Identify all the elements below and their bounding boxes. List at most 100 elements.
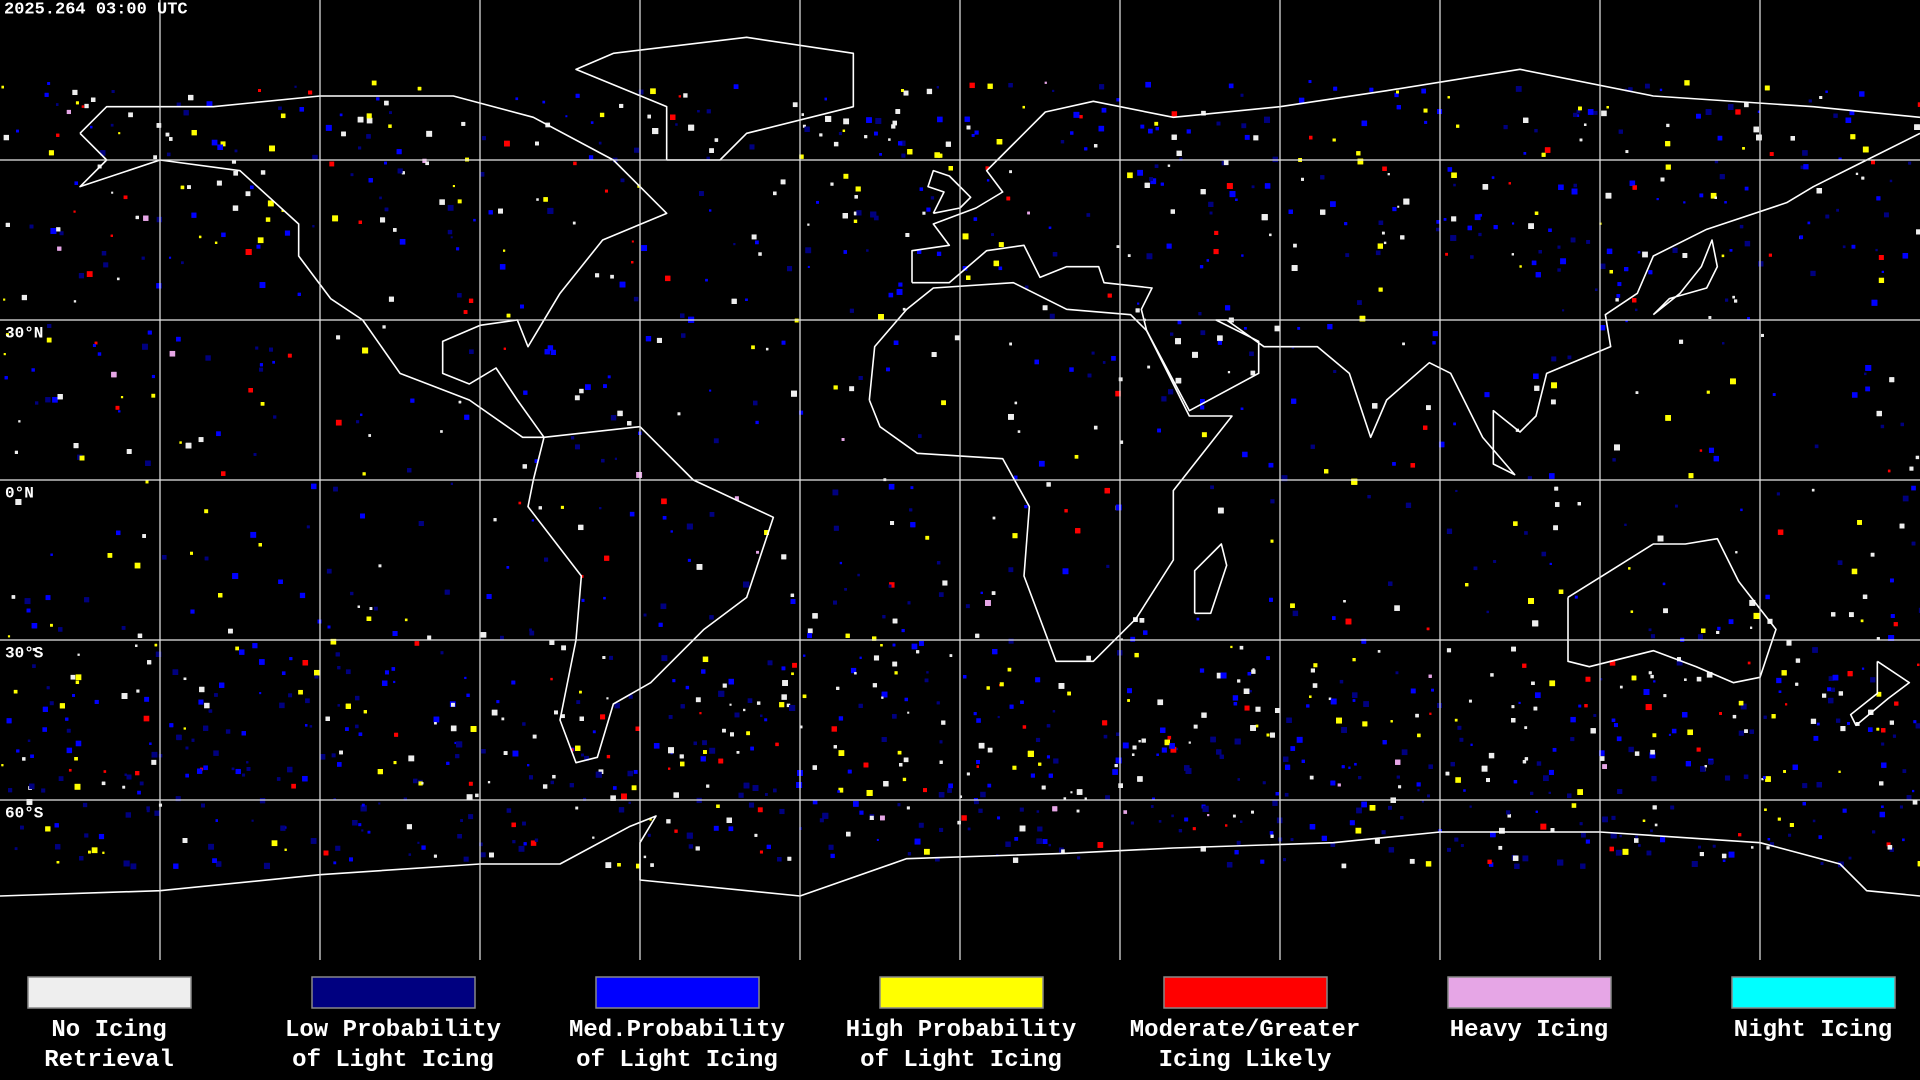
icing-pixel [1576, 109, 1581, 114]
icing-pixel [1650, 749, 1655, 755]
icing-pixel [1309, 775, 1314, 780]
icing-pixel [258, 367, 264, 372]
icing-pixel [1426, 405, 1431, 411]
icing-pixel [1894, 701, 1899, 706]
icing-pixel [980, 791, 986, 798]
icing-pixel [1635, 308, 1638, 312]
icing-pixel [1200, 330, 1206, 336]
icing-pixel [1613, 723, 1618, 728]
icing-pixel [1616, 736, 1622, 742]
icing-pixel [750, 746, 754, 751]
icing-pixel [198, 699, 204, 705]
icing-pixel [866, 249, 869, 252]
icing-pixel [1328, 697, 1332, 701]
icing-pixel [1093, 425, 1098, 430]
icing-pixel [1541, 551, 1547, 557]
icing-pixel [1327, 324, 1333, 330]
icing-pixel [1549, 473, 1555, 479]
icing-pixel [156, 123, 162, 128]
icing-pixel [137, 790, 141, 795]
icing-pixel [360, 413, 363, 416]
icing-pixel [1130, 636, 1136, 642]
icing-pixel [1584, 704, 1588, 708]
legend-swatch [595, 976, 760, 1009]
icing-pixel [168, 256, 172, 259]
icing-pixel [1511, 646, 1516, 652]
icing-pixel [1912, 789, 1915, 793]
icing-pixel [1848, 612, 1854, 618]
icing-pixel [1493, 225, 1498, 230]
icing-pixel [636, 471, 643, 478]
icing-pixel [397, 168, 403, 174]
icing-pixel [1220, 672, 1227, 679]
icing-pixel [892, 661, 898, 667]
icing-pixel [843, 250, 847, 254]
icing-pixel [1514, 863, 1520, 870]
icing-pixel [907, 601, 911, 605]
icing-pixel [992, 649, 998, 655]
icing-pixel [998, 242, 1004, 248]
icing-pixel [1447, 847, 1451, 852]
icing-pixel [816, 200, 819, 204]
icing-pixel [1102, 361, 1106, 364]
icing-pixel [1665, 141, 1671, 147]
icing-pixel [1306, 704, 1310, 708]
icing-pixel [7, 635, 11, 638]
icing-pixel [384, 100, 389, 106]
icing-pixel [1598, 750, 1605, 756]
icing-pixel [1447, 167, 1453, 172]
icing-pixel [1691, 861, 1698, 867]
icing-pixel [792, 102, 798, 108]
icing-pixel [631, 785, 637, 791]
icing-pixel [1548, 228, 1552, 232]
icing-pixel [578, 524, 584, 531]
icing-pixel [1038, 460, 1045, 467]
icing-pixel [544, 349, 550, 355]
icing-pixel [1764, 85, 1770, 91]
icing-pixel [503, 249, 506, 252]
icing-pixel [1164, 739, 1170, 746]
icing-pixel [1648, 671, 1652, 675]
map-labels: 2025.264 03:00 UTC 30°N0°N30°S60°S [4, 0, 188, 822]
icing-pixel [1134, 652, 1139, 658]
icing-pixel [246, 761, 249, 764]
icing-pixel [581, 753, 584, 757]
icing-pixel [907, 852, 912, 856]
icing-pixel [670, 114, 676, 120]
icing-pixel [918, 434, 922, 438]
icing-pixel [709, 389, 712, 392]
icing-pixel [895, 109, 901, 114]
icing-pixel [1250, 725, 1256, 731]
icing-pixel [1349, 820, 1355, 826]
icing-pixel [309, 725, 313, 728]
icing-pixel [1879, 811, 1886, 818]
icing-pixel [754, 833, 758, 837]
icing-pixel [602, 656, 606, 659]
icing-pixel [1428, 674, 1432, 678]
icing-pixel [1330, 201, 1336, 207]
icing-pixel [824, 97, 827, 101]
icing-pixel [726, 817, 732, 824]
icing-pixel [786, 266, 793, 272]
icing-pixel [58, 627, 63, 632]
icing-pixel [92, 344, 96, 347]
icing-pixel [1292, 610, 1299, 617]
icing-pixel [1632, 185, 1637, 190]
icing-pixel [1659, 88, 1663, 92]
coastline [911, 68, 1920, 283]
icing-pixel [1382, 166, 1387, 171]
icing-pixel [393, 761, 397, 765]
icing-pixel [1200, 846, 1206, 852]
icing-pixel [1615, 849, 1622, 856]
icing-pixel [522, 464, 527, 469]
icing-pixel [579, 388, 584, 394]
icing-pixel [1035, 737, 1041, 743]
icing-pixel [393, 680, 396, 684]
icing-pixel [1270, 834, 1274, 838]
icing-pixel [939, 827, 944, 832]
icing-pixel [782, 680, 788, 686]
icing-pixel [1851, 244, 1856, 249]
icing-pixel [1513, 521, 1518, 526]
icing-pixel [1571, 803, 1577, 808]
icing-pixel [1388, 847, 1395, 853]
